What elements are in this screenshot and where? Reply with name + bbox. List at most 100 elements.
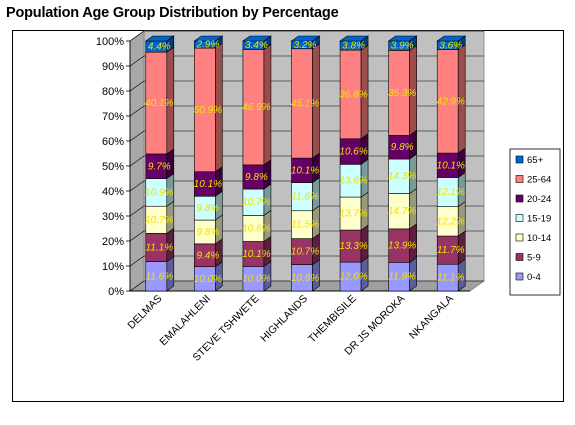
legend-swatch-0-4 (515, 272, 524, 281)
y-tick-label: 100% (96, 36, 124, 48)
legend-label: 10-14 (527, 233, 551, 244)
y-tick-label: 70% (102, 111, 124, 123)
category-label: NKANGALA (407, 293, 456, 342)
data-label: 9.8% (245, 172, 268, 183)
gridline-side (129, 30, 145, 42)
data-label: 10.1% (291, 165, 319, 176)
y-tick-label: 50% (102, 161, 124, 173)
gridline-side (129, 130, 145, 142)
data-label: 13.3% (339, 241, 367, 252)
y-tick-label: 10% (102, 261, 124, 273)
data-label: 14.7% (388, 206, 416, 217)
gridline-side (129, 55, 145, 67)
data-label: 9.8% (391, 142, 414, 153)
gridline-side (129, 255, 145, 267)
data-label: 12.0% (339, 272, 367, 283)
data-label: 4.4% (148, 42, 171, 53)
data-label: 40.1% (145, 98, 173, 109)
data-label: 10.6% (339, 147, 367, 158)
bar-top-2 (241, 35, 272, 42)
legend (509, 148, 561, 296)
data-label: 13.7% (339, 209, 367, 220)
data-label: 42.9% (437, 96, 465, 107)
data-label: 11.1% (437, 273, 465, 284)
data-label: 10.0% (242, 274, 270, 285)
category-label: DELMAS (125, 293, 164, 332)
bar-top-4 (339, 35, 370, 42)
gridline-side (129, 105, 145, 117)
data-label: 10.1% (437, 160, 465, 171)
legend-label: 5-9 (527, 253, 541, 264)
data-label: 12.1% (437, 187, 465, 198)
data-label: 9.8% (196, 227, 219, 238)
legend-swatch-10-14 (515, 233, 524, 242)
data-label: 50.9% (194, 105, 222, 116)
data-label: 10.0% (194, 274, 222, 285)
data-label: 10.7% (242, 197, 270, 208)
data-label: 45.1% (291, 98, 319, 109)
y-tick-label: 20% (102, 236, 124, 248)
y-tick-label: 30% (102, 211, 124, 223)
data-label: 35.3% (388, 88, 416, 99)
legend-swatch-20-24 (515, 194, 524, 203)
legend-swatch-15-19 (515, 214, 524, 222)
chart-frame (12, 30, 564, 402)
chart-title: Population Age Group Distribution by Per… (6, 5, 339, 21)
data-label: 11.6% (145, 271, 173, 282)
data-label: 10.6% (242, 223, 270, 234)
bar-top-0 (144, 35, 175, 42)
legend-label: 0-4 (527, 272, 541, 283)
data-label: 10.7% (145, 215, 173, 226)
data-label: 46.9% (242, 102, 270, 113)
data-label: 12.2% (437, 216, 465, 227)
y-tick-label: 40% (102, 186, 124, 198)
legend-swatch-25-64 (515, 175, 524, 183)
data-label: 36.8% (339, 89, 367, 100)
data-label: 9.4% (196, 250, 219, 261)
bar-top-6 (436, 35, 467, 42)
data-label: 13.9% (388, 241, 416, 252)
data-label: 3.8% (342, 41, 365, 52)
data-label: 9.7% (148, 161, 171, 172)
data-label: 10.9% (291, 273, 319, 284)
data-label: 10.9% (145, 187, 173, 198)
category-label: THEMBISILE (306, 293, 359, 346)
y-tick-label: 80% (102, 86, 124, 98)
data-label: 3.9% (391, 41, 414, 52)
gridline-side (129, 80, 145, 92)
data-label: 11.7% (437, 245, 465, 256)
y-tick-label: 90% (102, 61, 124, 73)
data-label: 10.1% (242, 249, 270, 260)
legend-swatch-65+ (515, 155, 524, 164)
data-label: 13.6% (339, 176, 367, 187)
data-label: 14.3% (388, 171, 416, 182)
data-label: 9.8% (196, 203, 219, 214)
data-label: 10.7% (291, 247, 319, 258)
data-label: 3.6% (439, 40, 462, 51)
legend-label: 20-24 (527, 194, 551, 205)
category-label: HIGHLANDS (258, 293, 310, 345)
y-tick-label: 60% (102, 136, 124, 148)
legend-label: 65+ (527, 155, 544, 166)
data-label: 3.4% (245, 40, 268, 51)
gridline-side (129, 230, 145, 242)
bar-top-3 (290, 35, 321, 42)
data-label: 11.9% (388, 272, 416, 283)
data-label: 3.2% (294, 40, 317, 51)
bar-top-5 (387, 35, 418, 42)
bar-top-1 (193, 35, 224, 42)
data-label: 10.1% (194, 179, 222, 190)
data-label: 11.5% (291, 220, 319, 231)
data-label: 11.1% (145, 242, 173, 253)
data-label: 11.6% (291, 192, 319, 203)
legend-swatch-5-9 (515, 253, 524, 261)
legend-label: 15-19 (527, 214, 551, 225)
data-label: 2.9% (195, 40, 219, 51)
legend-label: 25-64 (527, 175, 551, 186)
gridline-side (129, 155, 145, 167)
gridline-side (129, 280, 145, 292)
gridline-side (129, 180, 145, 192)
y-tick-label: 0% (108, 286, 124, 298)
gridline-side (129, 205, 145, 217)
